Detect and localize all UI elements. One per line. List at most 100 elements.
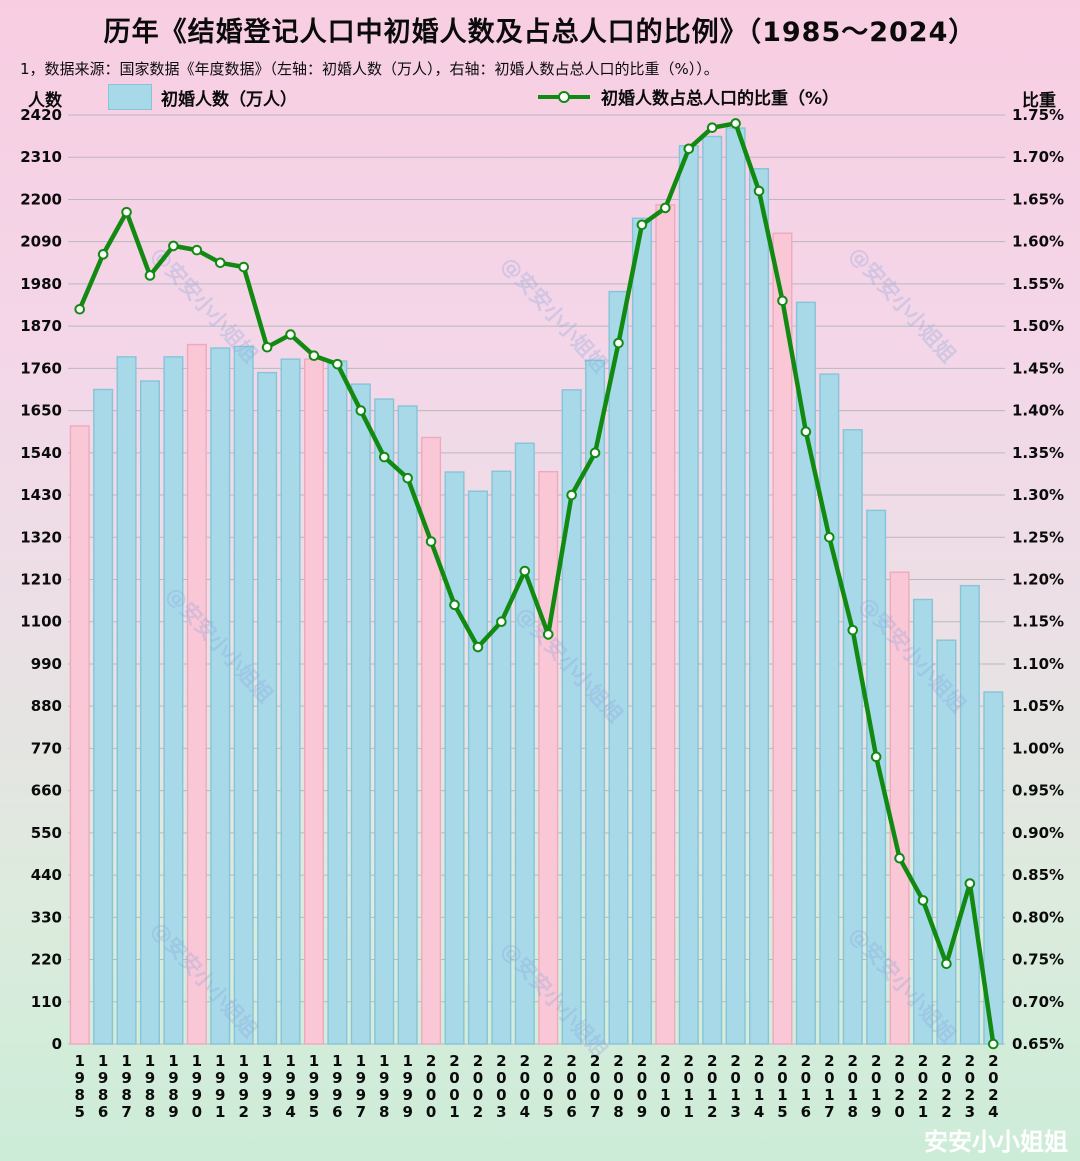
bar-2006 xyxy=(561,389,582,1045)
bar-2016 xyxy=(795,301,816,1045)
line-point-2023 xyxy=(964,878,976,889)
line-point-1994 xyxy=(285,329,296,340)
left-axis-tick: 0 xyxy=(52,1035,62,1053)
right-axis-tick: 1.30% xyxy=(1012,486,1064,504)
left-axis-tick: 2090 xyxy=(20,233,62,251)
right-axis-tick: 1.05% xyxy=(1012,697,1064,715)
bar-2001 xyxy=(444,471,465,1045)
right-axis-tick: 0.80% xyxy=(1012,908,1064,926)
line-point-2022 xyxy=(941,958,952,970)
left-axis-tick: 770 xyxy=(31,739,62,757)
bar-2019 xyxy=(866,509,887,1045)
bar-2018 xyxy=(842,429,863,1045)
right-axis-tick: 0.70% xyxy=(1012,993,1064,1011)
line-series-swatch-icon xyxy=(538,90,590,103)
line-point-2012 xyxy=(706,122,718,133)
right-axis-tick: 1.10% xyxy=(1012,655,1064,673)
line-point-2016 xyxy=(800,426,812,438)
left-axis-tick: 990 xyxy=(31,655,62,673)
bar-1993 xyxy=(257,371,278,1045)
line-point-2002 xyxy=(472,641,484,653)
line-point-2013 xyxy=(730,118,741,129)
right-axis-tick: 1.55% xyxy=(1012,275,1064,293)
ratio-line xyxy=(77,121,996,1047)
line-point-2021 xyxy=(917,895,929,906)
bar-1995 xyxy=(303,358,324,1045)
right-axis-tick: 1.70% xyxy=(1012,148,1064,166)
bar-1994 xyxy=(280,358,301,1045)
line-point-2008 xyxy=(613,337,624,349)
chart-title: 历年《结婚登记人口中初婚人数及占总人口的比例》（1985～2024） xyxy=(103,17,977,48)
line-point-2004 xyxy=(519,565,531,577)
bar-2007 xyxy=(585,359,606,1045)
line-point-2024 xyxy=(987,1038,999,1050)
line-point-2018 xyxy=(847,624,859,636)
bar-1987 xyxy=(116,356,137,1045)
bar-1989 xyxy=(163,356,184,1045)
bar-2015 xyxy=(772,232,793,1045)
right-axis-tick: 0.95% xyxy=(1012,782,1064,800)
right-axis-tick: 1.20% xyxy=(1012,571,1064,589)
line-point-1985 xyxy=(74,303,86,315)
left-axis-tick: 1320 xyxy=(20,528,62,546)
right-axis-tick: 1.15% xyxy=(1012,613,1064,631)
line-point-2015 xyxy=(777,295,788,307)
bar-1992 xyxy=(233,345,254,1045)
diagonal-watermark: @安安小小姐姐 xyxy=(844,242,960,367)
left-axis-tick: 660 xyxy=(31,782,62,800)
line-point-1992 xyxy=(238,261,249,273)
left-axis-tick: 1210 xyxy=(20,571,62,589)
left-axis-title: 人数 xyxy=(28,91,62,111)
right-axis-tick: 0.65% xyxy=(1012,1035,1064,1053)
bar-2023 xyxy=(959,584,980,1045)
line-point-2019 xyxy=(870,751,882,763)
line-point-1993 xyxy=(261,341,273,353)
left-axis-tick: 1870 xyxy=(20,317,62,335)
left-axis-tick: 550 xyxy=(31,824,62,842)
bar-1997 xyxy=(350,383,371,1045)
bar-2008 xyxy=(608,290,629,1045)
right-axis-tick: 1.25% xyxy=(1012,528,1064,546)
bar-2004 xyxy=(514,442,535,1045)
bar-1988 xyxy=(139,380,161,1045)
line-point-2000 xyxy=(425,536,437,547)
legend-bars-label: 初婚人数（万人） xyxy=(161,89,297,110)
line-point-1991 xyxy=(214,257,226,269)
bar-1986 xyxy=(93,388,114,1045)
bar-2012 xyxy=(702,135,723,1045)
bar-1990 xyxy=(186,343,207,1045)
bar-2009 xyxy=(631,217,652,1045)
left-axis-tick: 1100 xyxy=(20,613,62,631)
line-point-1986 xyxy=(97,249,109,260)
line-point-2003 xyxy=(496,616,507,628)
bar-2013 xyxy=(725,127,746,1045)
line-point-1998 xyxy=(378,451,390,463)
right-axis-tick: 0.90% xyxy=(1012,824,1064,842)
right-axis-tick: 1.60% xyxy=(1012,233,1064,251)
left-axis-tick: 2200 xyxy=(20,190,62,208)
left-axis-tick: 1540 xyxy=(20,444,62,462)
line-point-1988 xyxy=(144,270,156,281)
